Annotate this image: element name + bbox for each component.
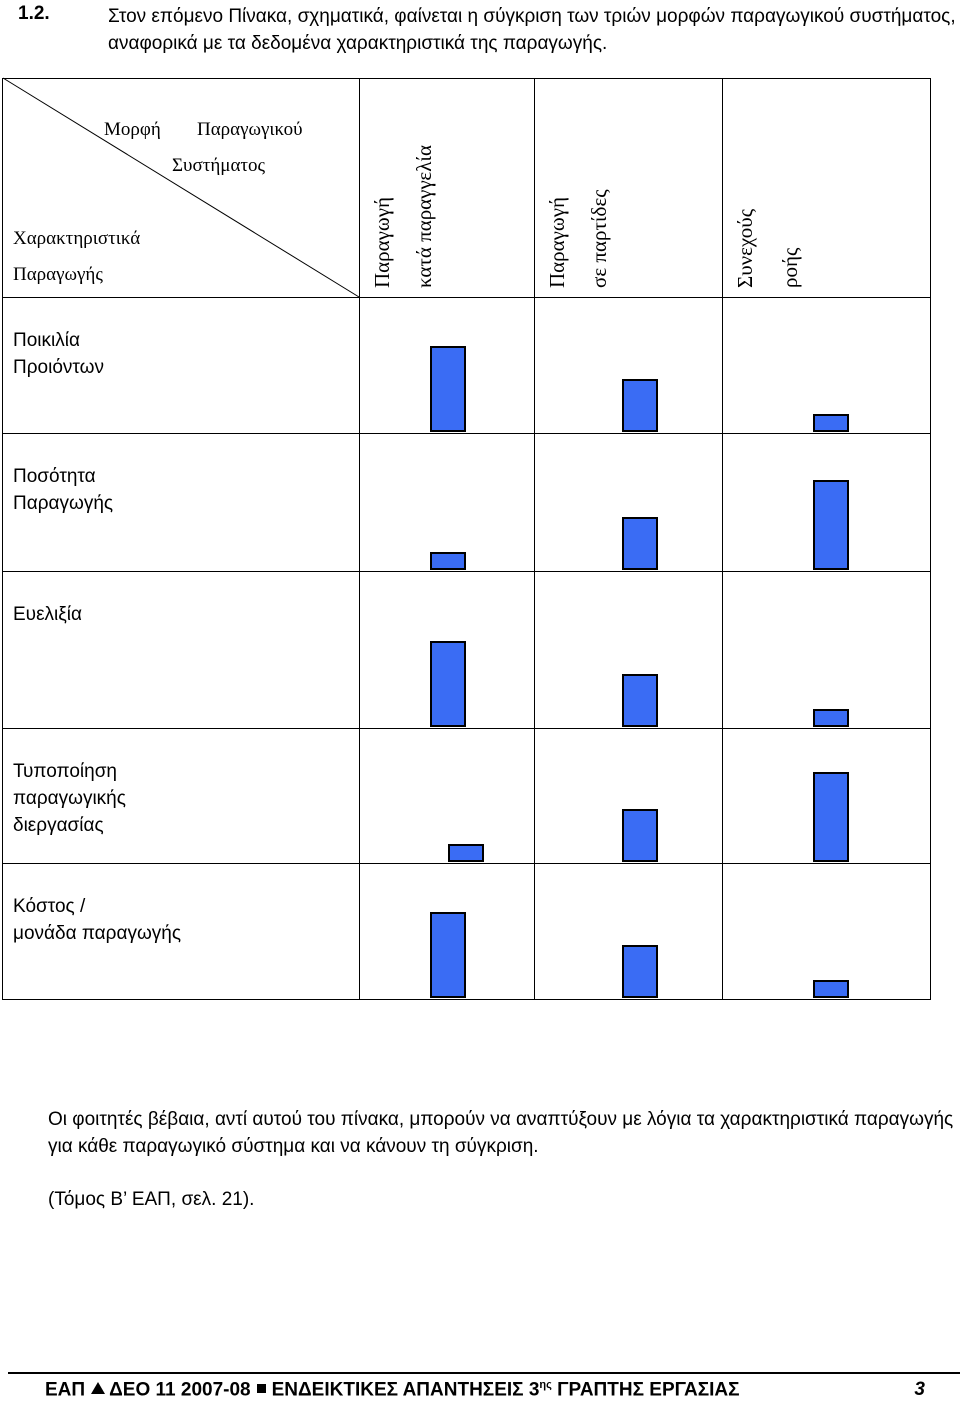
table-col-divider — [359, 78, 360, 1000]
bar-flexibility-make-to-order — [430, 641, 466, 727]
corner-label-production: Παραγωγής — [13, 264, 103, 285]
question-text: Στον επόμενο Πίνακα, σχηματικά, φαίνεται… — [108, 6, 956, 54]
column-header-make-to-order-line1: Παραγωγή — [370, 196, 394, 288]
row-label-line: Προιόντων — [13, 357, 104, 378]
row-label-standardization: Τυποποίηση παραγωγικής διεργασίας — [13, 758, 126, 839]
bar-flexibility-continuous — [813, 709, 849, 727]
bar-variety-make-to-order — [430, 346, 466, 432]
column-header-continuous-line2: ροής — [778, 247, 802, 288]
bar-unit-cost-continuous — [813, 980, 849, 998]
row-label-unit-cost: Κόστος / μονάδα παραγωγής — [13, 893, 181, 947]
column-header-continuous-line1: Συνεχούς — [733, 208, 757, 288]
table-row-divider — [2, 433, 931, 434]
table-row-divider — [2, 863, 931, 864]
row-label-line: διεργασίας — [13, 815, 104, 836]
corner-diagonal — [2, 77, 360, 298]
footer-institution: ΕΑΠ — [45, 1379, 86, 1401]
corner-label-characteristics: Χαρακτηριστικά — [13, 228, 141, 249]
table-row-divider — [2, 571, 931, 572]
bar-variety-batch — [622, 379, 658, 432]
comparison-table: Μορφή Παραγωγικού Συστήματος Χαρακτηριστ… — [2, 77, 931, 1000]
table-border-left — [2, 78, 3, 1000]
bar-quantity-batch — [622, 517, 658, 570]
corner-label-form: Μορφή — [104, 119, 161, 140]
row-label-line: Κόστος / — [13, 896, 86, 917]
page-footer: ΕΑΠ ΔΕΟ 11 2007-08 ΕΝΔΕΙΚΤΙΚΕΣ ΑΠΑΝΤΗΣΕΙΣ … — [45, 1379, 925, 1401]
table-border-bottom — [2, 999, 931, 1000]
footer-superscript: ης — [539, 1379, 552, 1391]
footer-title: ΕΝΔΕΙΚΤΙΚΕΣ ΑΠΑΝΤΗΣΕΙΣ 3 — [271, 1379, 540, 1401]
row-label-line: παραγωγικής — [13, 788, 126, 809]
bar-variety-continuous — [813, 414, 849, 432]
bar-flexibility-batch — [622, 674, 658, 727]
row-label-flexibility: Ευελιξία — [13, 601, 82, 628]
row-label-line: μονάδα παραγωγής — [13, 923, 182, 944]
row-label-line: Τυποποίηση — [13, 761, 117, 782]
corner-label-productive: Παραγωγικού — [197, 119, 303, 140]
row-label-line: Ποσότητα — [13, 466, 96, 487]
bar-standardization-batch — [622, 809, 658, 862]
table-border-header-bottom — [2, 297, 931, 298]
table-col-divider — [722, 78, 723, 1000]
bar-standardization-continuous — [813, 772, 849, 862]
column-header-batch-line2: σε παρτίδες — [587, 189, 611, 288]
row-label-variety: Ποικιλία Προιόντων — [13, 327, 104, 381]
footer-course: ΔΕΟ 11 2007-08 — [109, 1379, 251, 1401]
row-label-quantity: Ποσότητα Παραγωγής — [13, 463, 113, 517]
source-reference: (Τόμος Β’ ΕΑΠ, σελ. 21). — [48, 1189, 255, 1210]
bar-standardization-make-to-order — [448, 844, 484, 862]
row-label-line: Παραγωγής — [13, 493, 114, 514]
table-border-top — [2, 78, 931, 79]
row-label-line: Ποικιλία — [13, 330, 80, 351]
bar-unit-cost-make-to-order — [430, 912, 466, 998]
table-border-right — [930, 78, 931, 1000]
corner-label-system: Συστήματος — [172, 155, 266, 176]
triangle-bullet-icon — [91, 1382, 106, 1395]
column-header-batch-line1: Παραγωγή — [545, 196, 569, 288]
bar-quantity-make-to-order — [430, 552, 466, 570]
question-number: 1.2. — [18, 3, 50, 24]
footer-rule — [8, 1372, 960, 1374]
explanatory-note: Οι φοιτητές βέβαια, αντί αυτού του πίνακ… — [48, 1109, 954, 1157]
table-col-divider — [534, 78, 535, 1000]
table-row-divider — [2, 728, 931, 729]
row-label-line: Ευελιξία — [13, 604, 82, 625]
square-bullet-icon — [256, 1384, 266, 1394]
footer-title-end: ΓΡΑΠΤΗΣ ΕΡΓΑΣΙΑΣ — [557, 1379, 740, 1401]
page-number: 3 — [914, 1379, 925, 1400]
bar-unit-cost-batch — [622, 945, 658, 998]
bar-quantity-continuous — [813, 480, 849, 570]
column-header-make-to-order-line2: κατά παραγγελία — [412, 144, 436, 288]
